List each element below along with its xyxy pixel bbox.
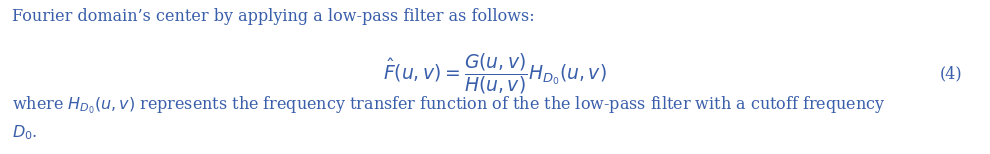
Text: where $H_{D_0}(u, v)$ represents the frequency transfer function of the the low-: where $H_{D_0}(u, v)$ represents the fre… (12, 94, 885, 142)
Text: (4): (4) (940, 65, 962, 82)
Text: $\hat{F}(u, v) = \dfrac{G(u, v)}{H(u, v)} H_{D_0}(u, v)$: $\hat{F}(u, v) = \dfrac{G(u, v)}{H(u, v)… (383, 51, 607, 96)
Text: Fourier domain’s center by applying a low-pass filter as follows:: Fourier domain’s center by applying a lo… (12, 8, 535, 25)
